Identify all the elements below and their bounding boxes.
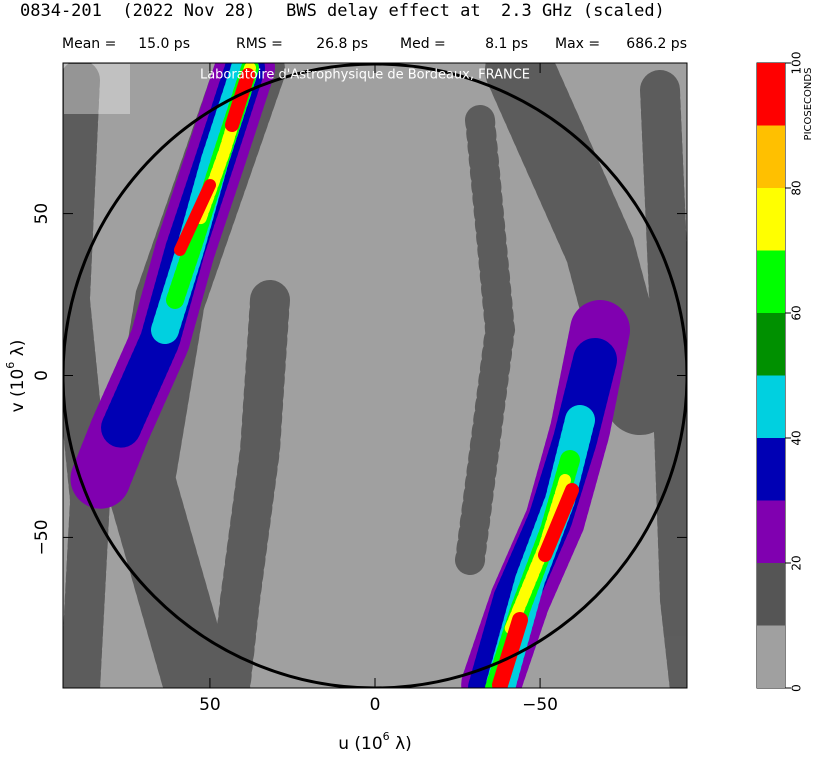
- x-tick-label: −50: [522, 695, 558, 715]
- colorbar-tick-label: 20: [790, 555, 804, 570]
- colorbar-tick-label: 60: [790, 305, 804, 320]
- chart-title: 0834-201 (2022 Nov 28) BWS delay effect …: [20, 1, 665, 21]
- x-axis-label: u (106 λ): [338, 730, 412, 754]
- colorbar-tick-group: 60: [790, 305, 804, 320]
- stat-value: 686.2 ps: [626, 36, 687, 52]
- stat-value: 8.1 ps: [485, 36, 528, 52]
- colorbar-label: PICOSECONDS: [803, 68, 814, 141]
- axis-label-part: 6: [383, 730, 390, 743]
- axis-label-part: λ): [390, 734, 412, 754]
- map: [63, 63, 687, 688]
- colorbar-tick-group: 20: [790, 555, 804, 570]
- colorbar-bin: [757, 125, 785, 188]
- stat-label: RMS =: [236, 36, 283, 52]
- colorbar-tick-group: 0: [790, 684, 804, 692]
- colorbar-bin: [757, 375, 785, 438]
- colorbar-bin: [757, 313, 785, 376]
- stat-value: 15.0 ps: [138, 36, 190, 52]
- axis-label-part: u (10: [338, 734, 382, 754]
- colorbar-bin: [757, 250, 785, 313]
- axis-label-part: 6: [4, 362, 17, 369]
- x-tick-label: 0: [370, 695, 381, 715]
- colorbar-bin: [757, 500, 785, 563]
- colorbar-tick-group: 40: [790, 430, 804, 445]
- stat-label: Med =: [400, 36, 446, 52]
- y-tick-label: 50: [32, 203, 52, 225]
- axis-label-part: v (10: [8, 369, 28, 413]
- colorbar-tick-group: 100: [790, 52, 804, 75]
- y-tick-label: 0: [32, 370, 52, 381]
- colorbar-tick-label: 0: [790, 684, 804, 692]
- colorbar-bin: [757, 63, 785, 126]
- stat-value: 26.8 ps: [316, 36, 368, 52]
- watermark: Laboratoire d'Astrophysique de Bordeaux,…: [200, 68, 530, 83]
- y-axis-label: v (106 λ): [4, 340, 28, 413]
- colorbar-tick-label: 100: [790, 52, 804, 75]
- colorbar-tick-group: 80: [790, 180, 804, 195]
- colorbar-tick-label: 80: [790, 180, 804, 195]
- colorbar-tick-label: 40: [790, 430, 804, 445]
- stat-label: Max =: [555, 36, 600, 52]
- colorbar-label-group: PICOSECONDS: [803, 68, 814, 141]
- colorbar-bin: [757, 438, 785, 501]
- colorbar-bin: [757, 563, 785, 626]
- x-tick-label: 50: [199, 695, 221, 715]
- y-axis-label-text: v (106 λ): [4, 340, 28, 413]
- y-tick-label-group: −50: [32, 519, 52, 555]
- colorbar-bin: [757, 188, 785, 251]
- y-tick-label-group: 50: [32, 203, 52, 225]
- axis-label-part: λ): [8, 340, 28, 362]
- y-tick-label: −50: [32, 519, 52, 555]
- stat-label: Mean =: [62, 36, 116, 52]
- colorbar-bin: [757, 625, 785, 688]
- y-tick-label-group: 0: [32, 370, 52, 381]
